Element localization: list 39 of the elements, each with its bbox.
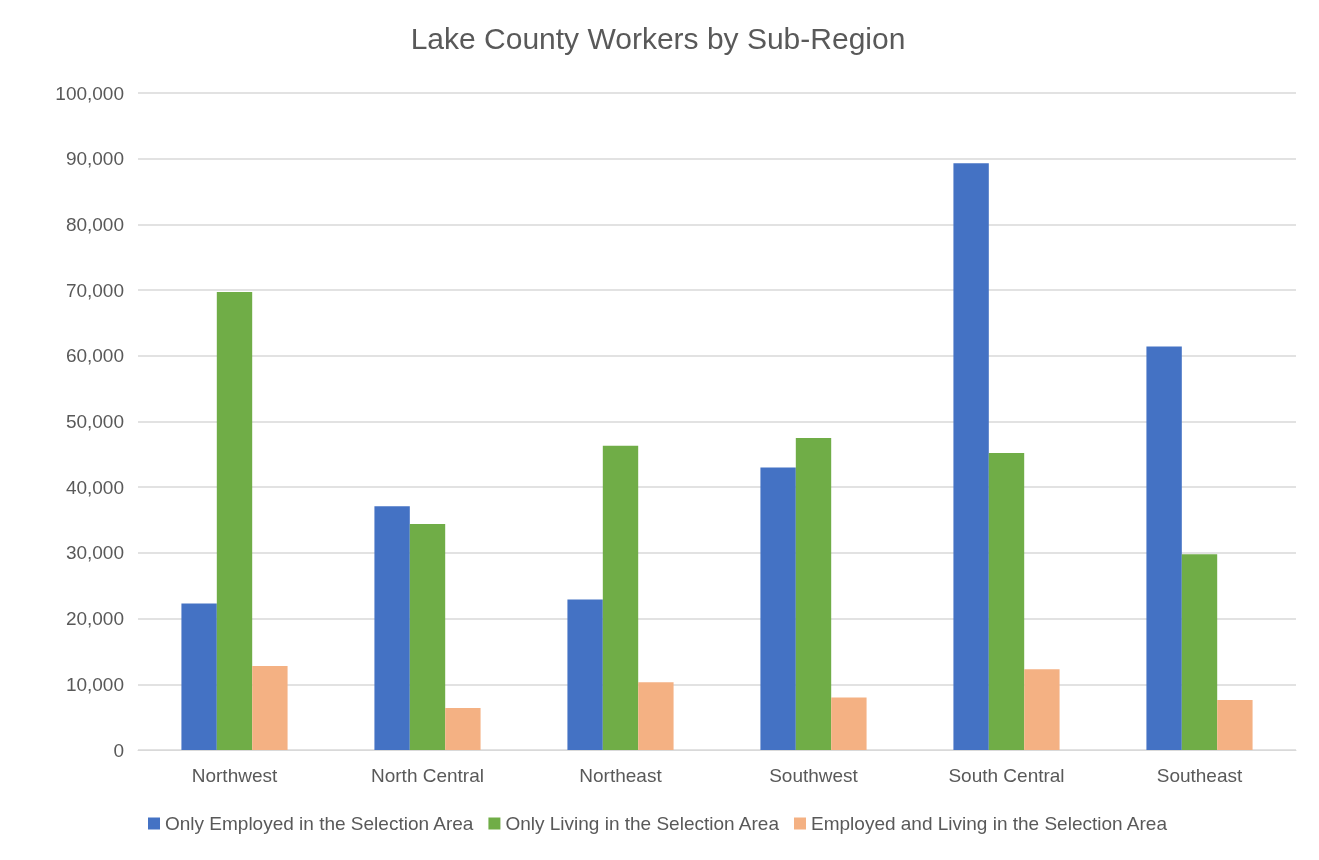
y-tick-label: 70,000	[65, 279, 124, 301]
legend-label: Only Employed in the Selection Area	[164, 813, 474, 834]
y-tick-label: 10,000	[65, 673, 124, 695]
x-tick-label: Northeast	[579, 765, 663, 786]
legend-label: Only Living in the Selection Area	[505, 813, 780, 834]
bar	[409, 523, 446, 750]
bar	[953, 163, 989, 750]
x-tick-label: Southeast	[1156, 765, 1243, 786]
bar	[1024, 669, 1060, 750]
bar	[760, 467, 796, 750]
y-tick-label: 0	[113, 739, 124, 761]
bar	[374, 506, 410, 750]
bar	[1181, 554, 1218, 750]
x-tick-label: North Central	[371, 765, 484, 786]
bar	[988, 453, 1025, 750]
y-tick-label: 80,000	[65, 213, 124, 235]
bar	[567, 599, 603, 750]
bar	[445, 707, 481, 750]
x-tick-label: Northwest	[191, 765, 278, 786]
chart-title: Lake County Workers by Sub-Region	[410, 21, 906, 55]
bar	[602, 445, 639, 750]
bar	[831, 697, 867, 750]
bar	[638, 682, 674, 750]
y-tick-label: 60,000	[65, 345, 124, 367]
bar	[252, 665, 288, 750]
y-tick-label: 40,000	[65, 476, 124, 498]
bar	[1217, 700, 1253, 750]
bar	[216, 292, 253, 750]
x-tick-label: South Central	[948, 765, 1065, 786]
bar	[1146, 346, 1182, 750]
bar	[795, 437, 832, 750]
y-tick-label: 30,000	[65, 542, 124, 564]
y-tick-label: 100,000	[55, 82, 124, 104]
x-tick-label: Southwest	[769, 765, 859, 786]
y-tick-label: 20,000	[65, 608, 124, 630]
y-tick-label: 50,000	[65, 411, 124, 432]
y-tick-label: 90,000	[65, 148, 124, 170]
legend-label: Employed and Living in the Selection Area	[811, 813, 1168, 834]
bar	[181, 603, 217, 750]
